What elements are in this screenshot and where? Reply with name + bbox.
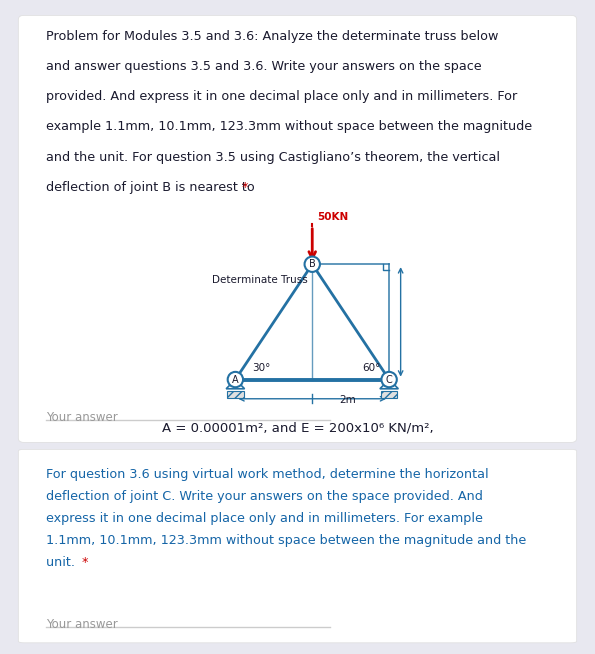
Text: deflection of joint C. Write your answers on the space provided. And: deflection of joint C. Write your answer… xyxy=(46,490,483,503)
FancyBboxPatch shape xyxy=(18,449,577,643)
Text: Problem for Modules 3.5 and 3.6: Analyze the determinate truss below: Problem for Modules 3.5 and 3.6: Analyze… xyxy=(46,30,498,43)
Text: 1.1mm, 10.1mm, 123.3mm without space between the magnitude and the: 1.1mm, 10.1mm, 123.3mm without space bet… xyxy=(46,534,526,547)
Text: example 1.1mm, 10.1mm, 123.3mm without space between the magnitude: example 1.1mm, 10.1mm, 123.3mm without s… xyxy=(46,120,532,133)
Text: Determinate Truss: Determinate Truss xyxy=(212,275,308,284)
Text: 50KN: 50KN xyxy=(318,212,349,222)
Text: unit.: unit. xyxy=(46,556,79,568)
Circle shape xyxy=(305,256,320,272)
Polygon shape xyxy=(226,379,245,388)
Bar xyxy=(381,391,397,398)
Circle shape xyxy=(228,372,243,387)
Text: For question 3.6 using virtual work method, determine the horizontal: For question 3.6 using virtual work meth… xyxy=(46,468,488,481)
Text: express it in one decimal place only and in millimeters. For example: express it in one decimal place only and… xyxy=(46,512,483,525)
Text: deflection of joint B is nearest to: deflection of joint B is nearest to xyxy=(46,181,258,194)
Text: C: C xyxy=(386,375,393,385)
Text: and answer questions 3.5 and 3.6. Write your answers on the space: and answer questions 3.5 and 3.6. Write … xyxy=(46,60,481,73)
Text: *: * xyxy=(242,181,248,194)
Text: Your answer: Your answer xyxy=(46,411,117,424)
Circle shape xyxy=(381,372,397,387)
Text: Your answer: Your answer xyxy=(46,618,117,631)
Bar xyxy=(227,391,244,398)
Text: 2m: 2m xyxy=(339,394,356,405)
Text: 30°: 30° xyxy=(252,364,271,373)
Text: 60°: 60° xyxy=(362,364,381,373)
Polygon shape xyxy=(380,379,398,388)
Text: A = 0.00001m², and E = 200x10⁶ KN/m²,: A = 0.00001m², and E = 200x10⁶ KN/m², xyxy=(162,421,433,434)
Text: A: A xyxy=(232,375,239,385)
Text: and the unit. For question 3.5 using Castigliano’s theorem, the vertical: and the unit. For question 3.5 using Cas… xyxy=(46,150,500,164)
Text: B: B xyxy=(309,259,315,269)
Text: provided. And express it in one decimal place only and in millimeters. For: provided. And express it in one decimal … xyxy=(46,90,517,103)
FancyBboxPatch shape xyxy=(18,16,577,442)
Text: *: * xyxy=(82,556,88,568)
